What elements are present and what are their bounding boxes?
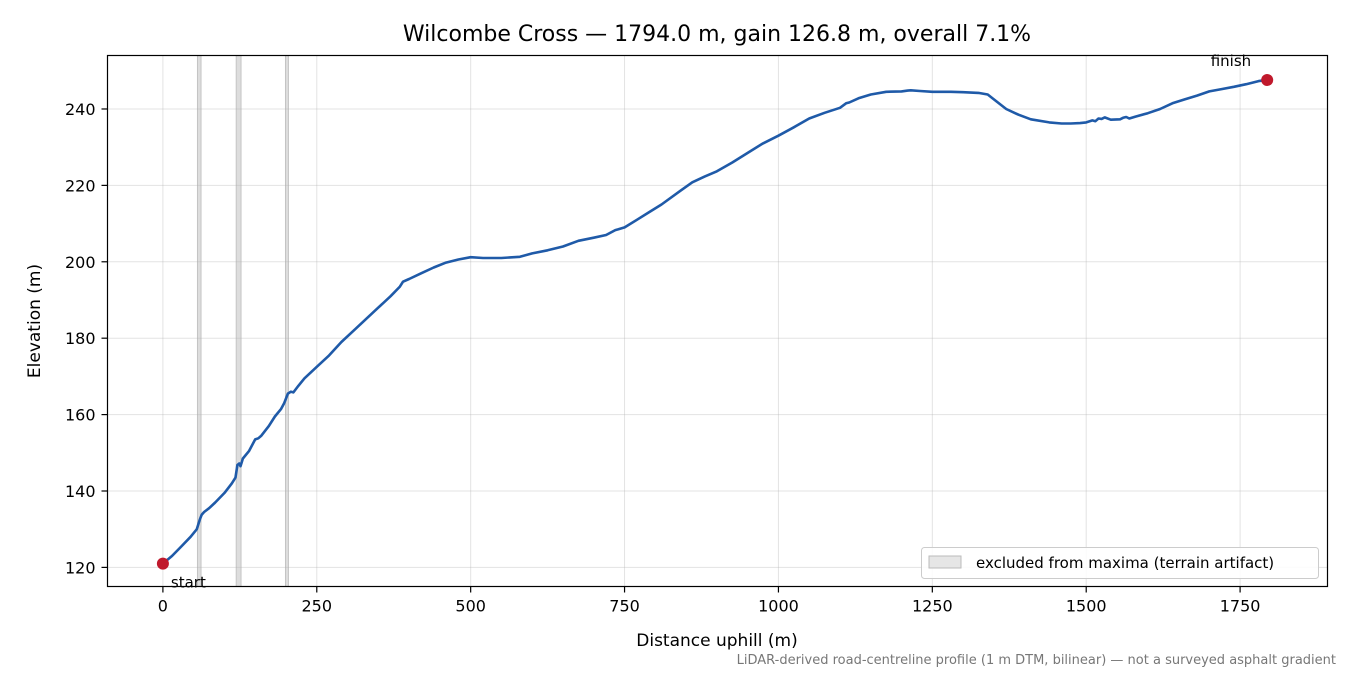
legend-swatch — [928, 555, 962, 569]
chart-title: Wilcombe Cross — 1794.0 m, gain 126.8 m,… — [403, 22, 1031, 47]
excluded-band-2 — [235, 55, 242, 587]
plot-area: start finish — [156, 52, 1274, 592]
start-label: start — [171, 574, 206, 592]
y-tick-label-220: 220 — [65, 176, 96, 195]
grid — [107, 55, 1328, 587]
footnote: LiDAR-derived road-centreline profile (1… — [737, 653, 1336, 668]
plot-frame — [106, 54, 1329, 588]
y-tick-label-240: 240 — [65, 100, 96, 119]
legend: excluded from maxima (terrain artifact) — [921, 547, 1319, 579]
y-tick-label-140: 140 — [65, 482, 96, 501]
axis-ticks: 0 250 500 750 1000 1250 1500 1750 120 140 160 180 20… — [65, 100, 1260, 616]
excluded-band-1 — [196, 55, 202, 587]
finish-marker — [1261, 73, 1274, 86]
x-tick-label-0: 0 — [158, 597, 168, 616]
x-axis-label: Distance uphill (m) — [636, 631, 797, 651]
x-tick-label-750: 750 — [609, 597, 640, 616]
elevation-line — [161, 78, 1269, 565]
finish-label: finish — [1211, 52, 1251, 70]
x-tick-label-1750: 1750 — [1220, 597, 1261, 616]
y-tick-label-160: 160 — [65, 406, 96, 425]
x-tick-label-1250: 1250 — [912, 597, 953, 616]
excluded-band-3 — [284, 55, 289, 587]
x-tick-label-1000: 1000 — [758, 597, 799, 616]
legend-label: excluded from maxima (terrain artifact) — [976, 554, 1274, 572]
x-tick-label-250: 250 — [302, 597, 333, 616]
legend-frame — [921, 547, 1319, 579]
x-tick-label-500: 500 — [455, 597, 486, 616]
x-tick-label-1500: 1500 — [1066, 597, 1107, 616]
y-tick-label-200: 200 — [65, 253, 96, 272]
start-marker — [156, 557, 169, 570]
y-tick-label-180: 180 — [65, 329, 96, 348]
y-tick-label-120: 120 — [65, 558, 96, 577]
y-axis-label: Elevation (m) — [25, 264, 45, 378]
